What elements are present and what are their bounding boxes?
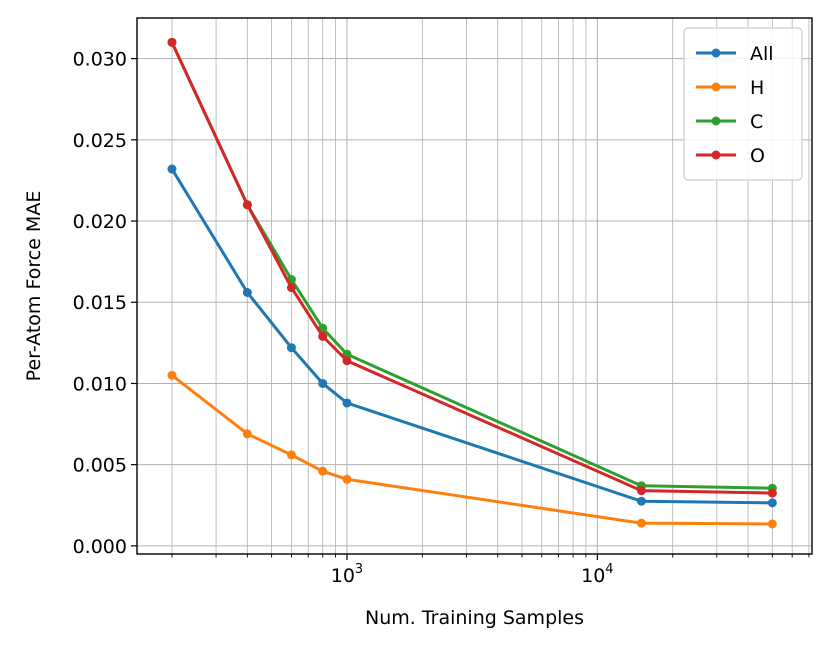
x-tick-label-base: 10 xyxy=(331,565,355,587)
y-tick-label: 0.020 xyxy=(73,211,127,233)
data-point-o xyxy=(286,283,296,293)
data-point-all xyxy=(636,496,646,506)
data-point-h xyxy=(636,518,646,528)
series-h xyxy=(167,370,777,529)
data-point-o xyxy=(242,200,252,210)
y-tick-label: 0.000 xyxy=(73,536,127,558)
y-tick-label: 0.005 xyxy=(73,455,127,477)
x-tick-label-exponent: 4 xyxy=(605,562,613,577)
legend-label-c: C xyxy=(750,111,763,133)
legend-label-h: H xyxy=(750,77,764,99)
data-point-o xyxy=(767,488,777,498)
data-point-all xyxy=(167,164,177,174)
data-point-all xyxy=(767,498,777,508)
x-tick-label: 103 xyxy=(331,562,363,587)
plot-frame xyxy=(136,17,813,555)
data-point-all xyxy=(242,287,252,297)
data-point-o xyxy=(167,37,177,47)
data-point-o xyxy=(342,356,352,366)
legend: All HCO xyxy=(683,27,803,181)
data-point-h xyxy=(242,429,252,439)
legend-marker-h xyxy=(711,82,721,92)
y-tick-label: 0.030 xyxy=(73,49,127,71)
data-point-all xyxy=(318,378,328,388)
data-point-o xyxy=(318,331,328,341)
y-tick-label: 0.010 xyxy=(73,373,127,395)
y-tick-label: 0.025 xyxy=(73,130,127,152)
grid xyxy=(137,18,812,554)
legend-label-all: All xyxy=(750,43,774,65)
legend-box xyxy=(683,27,803,181)
y-tick-label: 0.015 xyxy=(73,292,127,314)
data-point-all xyxy=(342,398,352,408)
legend-marker-all xyxy=(711,48,721,58)
legend-label-o: O xyxy=(750,145,765,167)
x-tick-label-base: 10 xyxy=(581,565,605,587)
data-point-h xyxy=(342,474,352,484)
data-point-all xyxy=(286,343,296,353)
legend-marker-c xyxy=(711,116,721,126)
data-point-h xyxy=(167,370,177,380)
legend-marker-o xyxy=(711,150,721,160)
series-all xyxy=(167,164,777,508)
data-point-h xyxy=(286,450,296,460)
data-point-o xyxy=(636,486,646,496)
x-tick-label-exponent: 3 xyxy=(355,562,363,577)
series-o xyxy=(167,37,777,498)
series-layer xyxy=(167,37,777,529)
x-tick-label: 104 xyxy=(581,562,613,587)
data-point-h xyxy=(318,466,328,476)
x-axis-label: Num. Training Samples xyxy=(365,607,584,629)
y-axis-label: Per-Atom Force MAE xyxy=(23,191,45,382)
data-point-h xyxy=(767,519,777,529)
